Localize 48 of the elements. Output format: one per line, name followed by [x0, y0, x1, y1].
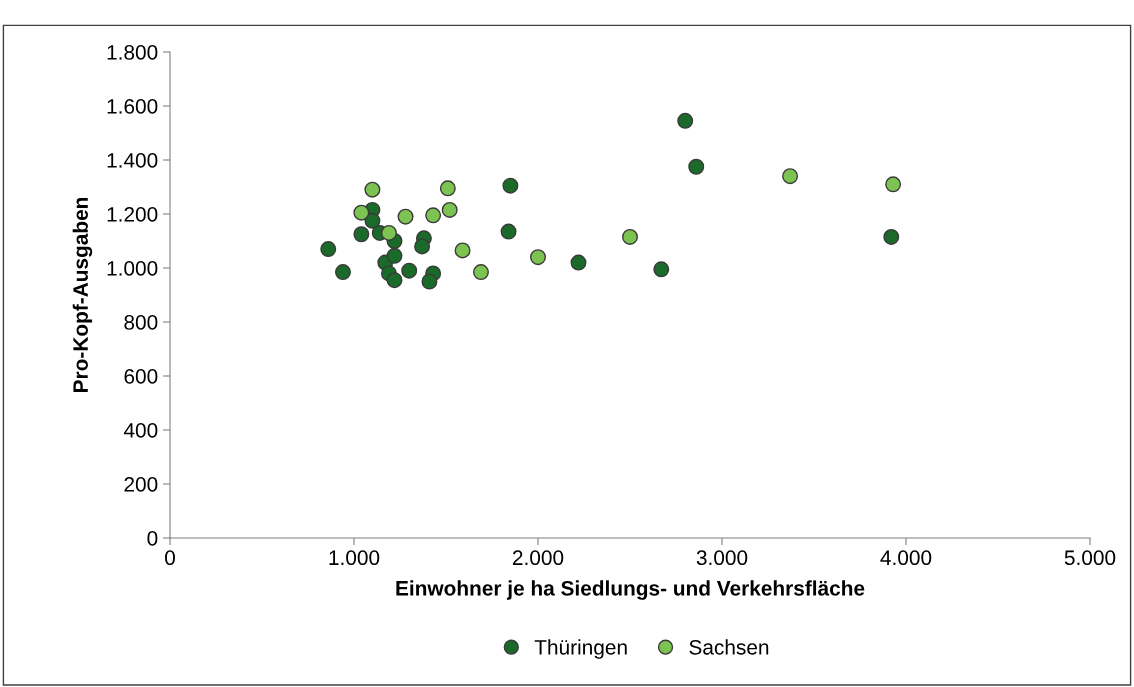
point	[421, 273, 438, 290]
point	[885, 176, 902, 193]
point	[364, 181, 381, 198]
point	[570, 254, 587, 271]
point	[320, 241, 337, 258]
point	[782, 168, 799, 185]
x-tick-label: 2.000	[512, 550, 564, 566]
point	[386, 272, 403, 289]
y-tick-label: 1.400	[107, 153, 158, 168]
point	[386, 247, 403, 264]
y-tick-label: 800	[124, 315, 158, 330]
y-tick-label: 0	[147, 531, 158, 546]
x-tick-label: 0	[165, 550, 175, 566]
point	[439, 180, 456, 197]
x-tick-label: 3.000	[696, 550, 748, 566]
point	[353, 204, 370, 221]
legend-label: Sachsen	[689, 639, 769, 655]
y-tick-label: 400	[123, 423, 158, 438]
x-axis-title: Einwohner je ha Siedlungs- und Verkehrsfläche	[396, 580, 865, 600]
legend-label: Thüringen	[534, 639, 627, 659]
point	[401, 262, 418, 279]
point	[622, 228, 638, 245]
y-tick-label: 200	[124, 477, 158, 492]
x-tick-label: 1.000	[329, 550, 380, 566]
y-axis-title: Pro-Kopf-Ausgaben	[72, 197, 93, 392]
point	[414, 238, 431, 255]
y-tick-label: 1.000	[107, 261, 158, 276]
point	[530, 249, 546, 266]
point	[425, 207, 442, 224]
point	[883, 228, 900, 245]
y-tick-label: 600	[124, 369, 158, 384]
point	[677, 112, 694, 129]
point	[454, 242, 471, 259]
point	[653, 261, 670, 278]
point	[472, 264, 489, 281]
y-tick-label: 1.600	[107, 99, 158, 114]
point	[441, 201, 458, 218]
point	[500, 223, 517, 240]
x-tick-label: 4.000	[880, 550, 932, 566]
point	[688, 158, 705, 175]
y-tick-label: 1.800	[107, 45, 158, 60]
point	[353, 226, 370, 243]
point	[380, 224, 397, 241]
point	[397, 208, 414, 225]
point	[334, 264, 351, 281]
x-tick-label: 5.000	[1064, 550, 1116, 566]
y-tick-label: 1.200	[107, 207, 158, 222]
point	[502, 177, 519, 194]
